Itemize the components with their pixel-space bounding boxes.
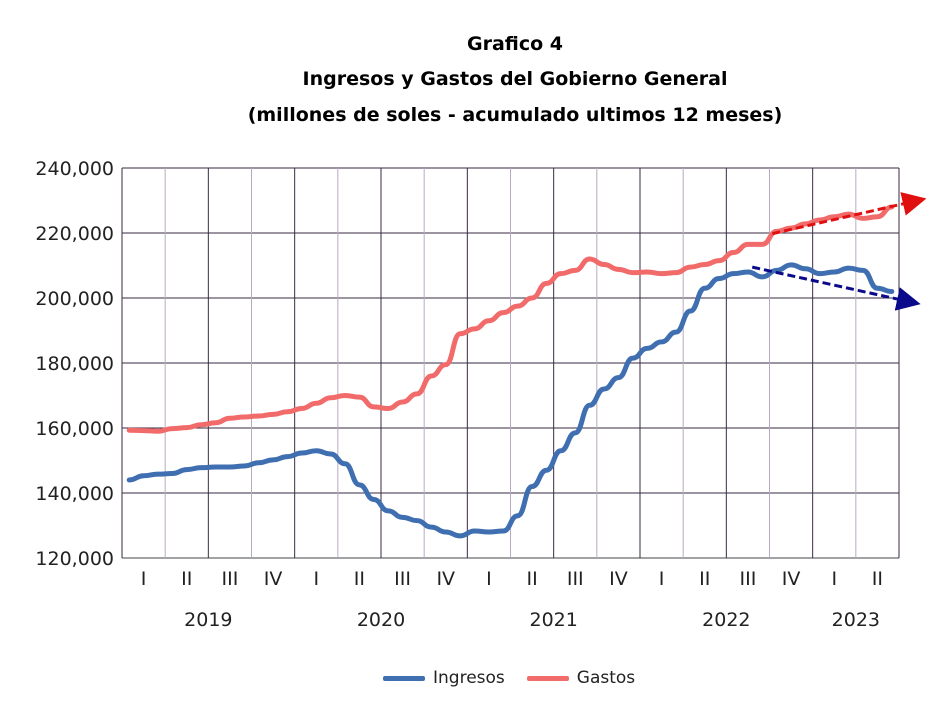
x-tick-quarter: I (831, 568, 837, 590)
chart-subtitle: Ingresos y Gastos del Gobierno General (302, 68, 728, 90)
x-tick-quarter: II (526, 568, 537, 590)
y-tick-label: 240,000 (35, 158, 114, 180)
y-tick-label: 180,000 (35, 353, 114, 375)
legend-label-ingresos: Ingresos (433, 668, 505, 688)
y-tick-label: 200,000 (35, 288, 114, 310)
x-tick-quarter: IV (436, 568, 455, 590)
y-tick-label: 120,000 (35, 548, 114, 570)
x-tick-quarter: IV (782, 568, 801, 590)
trend-arrow-gastos (772, 192, 927, 236)
x-tick-year: 2023 (832, 609, 880, 631)
x-tick-quarter: IV (609, 568, 628, 590)
chart-subtitle-units: (millones de soles - acumulado ultimos 1… (247, 104, 783, 126)
x-tick-quarter: II (354, 568, 365, 590)
legend: Ingresos Gastos (383, 668, 635, 688)
x-tick-quarter: III (740, 568, 757, 590)
series-line-ingresos (126, 262, 895, 539)
x-tick-quarter: II (181, 568, 192, 590)
x-tick-quarter: II (699, 568, 710, 590)
x-tick-year: 2021 (529, 609, 577, 631)
x-tick-quarter: IV (264, 568, 283, 590)
y-tick-label: 160,000 (35, 418, 114, 440)
chart-title: Grafico 4 (466, 33, 564, 55)
trend-arrow-ingresos (751, 265, 921, 311)
legend-label-gastos: Gastos (576, 668, 636, 688)
y-tick-label: 140,000 (35, 483, 114, 505)
x-tick-quarter: II (872, 568, 883, 590)
x-tick-quarter: I (141, 568, 147, 590)
x-tick-quarter: I (659, 568, 665, 590)
legend-swatch-gastos (526, 675, 569, 681)
x-tick-quarter: III (222, 568, 239, 590)
x-tick-quarter: I (313, 568, 319, 590)
x-tick-quarter: III (394, 568, 411, 590)
x-tick-year: 2020 (357, 609, 405, 631)
x-tick-year: 2019 (184, 609, 232, 631)
x-tick-year: 2022 (702, 609, 750, 631)
series-line-gastos (126, 204, 895, 434)
legend-swatch-ingresos (383, 675, 425, 681)
x-tick-quarter: I (486, 568, 492, 590)
x-tick-quarter: III (567, 568, 584, 590)
y-tick-label: 220,000 (35, 223, 114, 245)
